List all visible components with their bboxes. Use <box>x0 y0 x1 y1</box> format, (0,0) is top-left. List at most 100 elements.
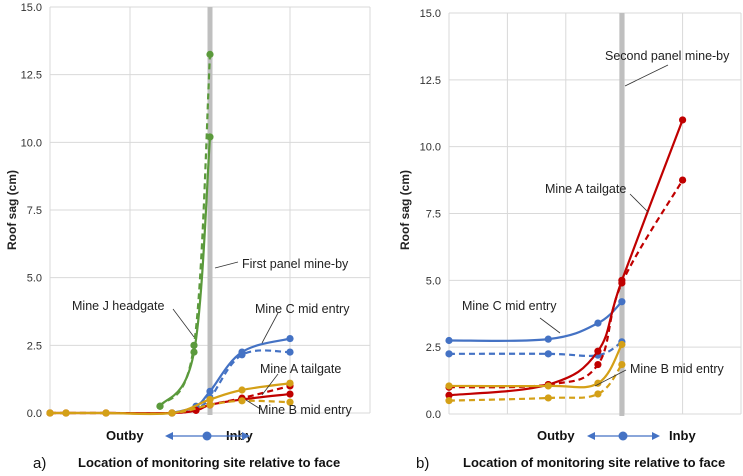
chart-a-outby-label: Outby <box>106 428 144 443</box>
chart-b-leader-line <box>629 193 649 213</box>
y-tick-label: 10.0 <box>21 137 42 149</box>
chart-b-annotation-second-panel: Second panel mine-by <box>605 49 730 63</box>
chart-b-inby-label: Inby <box>669 428 696 443</box>
data-point <box>618 298 626 306</box>
chart-a-annotation-mine-b: Mine B mid entry <box>258 403 353 417</box>
chart-a-leader-line <box>261 373 279 396</box>
data-point <box>286 348 294 356</box>
data-point <box>190 341 198 349</box>
y-tick-label: 15.0 <box>420 8 441 20</box>
y-tick-label: 12.5 <box>420 75 441 87</box>
y-tick-label: 0.0 <box>426 409 441 421</box>
data-point <box>544 382 552 390</box>
y-tick-label: 7.5 <box>426 209 441 221</box>
y-tick-label: 5.0 <box>27 273 42 285</box>
data-point <box>238 351 246 359</box>
series-line <box>159 136 212 407</box>
data-point <box>618 360 626 369</box>
series-mine-a-tailgate-solid <box>445 116 687 399</box>
y-tick-label: 10.0 <box>420 142 441 154</box>
chart-b-y-ticks: 0.0 2.5 5.0 7.5 10.0 12.5 15.0 <box>420 8 441 421</box>
data-point <box>544 394 552 402</box>
chart-b-panel-label: b) <box>416 455 429 472</box>
data-point <box>46 409 54 417</box>
chart-a-leader-line <box>261 312 279 344</box>
data-point <box>168 409 176 417</box>
chart-b-annotation-mine-b: Mine B mid entry <box>630 362 725 376</box>
chart-b-direction-arrow-icon <box>587 431 660 441</box>
data-point <box>206 133 214 141</box>
chart-a: 0.0 2.5 5.0 7.5 10.0 12.5 15.0 Roof sag (cm) F… <box>5 2 371 472</box>
chart-b-leader-line <box>624 64 669 87</box>
y-tick-label: 0.0 <box>27 408 42 420</box>
chart-b-y-axis-label: Roof sag (cm) <box>398 170 412 250</box>
chart-a-y-axis-label: Roof sag (cm) <box>5 170 19 250</box>
data-point <box>679 176 687 184</box>
chart-a-leader-line <box>214 261 239 269</box>
y-tick-label: 2.5 <box>27 340 42 352</box>
data-point <box>286 379 294 387</box>
chart-b-leader-line <box>594 369 627 387</box>
chart-a-y-ticks: 0.0 2.5 5.0 7.5 10.0 12.5 15.0 <box>21 2 42 420</box>
chart-a-leader-line <box>172 308 195 338</box>
y-tick-label: 15.0 <box>21 2 42 14</box>
data-point <box>156 402 164 410</box>
data-point <box>594 347 602 355</box>
series-mine-b-mid-entry-dashed <box>445 360 626 405</box>
chart-b-x-axis-title: Location of monitoring site relative to … <box>463 455 725 470</box>
series-mine-b-mid-entry-solid <box>445 340 626 390</box>
chart-a-leader-line <box>245 399 263 411</box>
chart-a-annotation-mine-j: Mine J headgate <box>72 299 164 313</box>
chart-b-series <box>445 116 687 405</box>
chart-a-annotation-mine-c: Mine C mid entry <box>255 302 350 316</box>
series-line <box>448 343 623 389</box>
data-point <box>286 334 294 343</box>
chart-b-outby-label: Outby <box>537 428 575 443</box>
data-point <box>445 350 453 358</box>
data-point <box>238 386 246 394</box>
data-point <box>544 335 552 343</box>
data-point <box>679 116 687 124</box>
data-point <box>206 401 214 409</box>
data-point <box>544 350 552 358</box>
data-point <box>445 391 453 399</box>
series-line <box>448 363 623 402</box>
data-point <box>618 340 626 349</box>
chart-a-annotation-first-panel: First panel mine-by <box>242 257 349 271</box>
chart-a-x-axis-title: Location of monitoring site relative to … <box>78 455 340 470</box>
data-point <box>102 409 110 417</box>
data-point <box>206 395 214 404</box>
y-tick-label: 2.5 <box>426 342 441 354</box>
series-line <box>448 119 684 397</box>
data-point <box>445 336 453 345</box>
y-tick-label: 5.0 <box>426 275 441 287</box>
series-line <box>448 340 623 358</box>
data-point <box>618 279 626 287</box>
data-point <box>594 390 602 398</box>
data-point <box>286 390 294 398</box>
data-point <box>594 319 602 327</box>
data-point <box>445 397 453 405</box>
chart-a-annotation-mine-a: Mine A tailgate <box>260 362 341 376</box>
y-tick-label: 7.5 <box>27 205 42 217</box>
chart-b-leader-line <box>539 317 561 334</box>
series-mine-b-mid-entry-dashed <box>46 397 294 417</box>
chart-a-direction-arrow-icon <box>165 431 250 441</box>
chart-a-panel-label: a) <box>33 455 46 472</box>
data-point <box>238 397 246 405</box>
chart-b: 0.0 2.5 5.0 7.5 10.0 12.5 15.0 Roof sag (cm) S… <box>398 8 742 472</box>
series-mine-j-headgate-dashed <box>156 50 214 410</box>
data-point <box>206 387 214 395</box>
data-point <box>62 409 70 417</box>
chart-a-series <box>46 50 294 417</box>
chart-b-grid <box>448 12 742 415</box>
data-point <box>445 382 453 390</box>
chart-b-annotation-mine-c: Mine C mid entry <box>462 299 557 313</box>
data-point <box>286 398 294 406</box>
y-tick-label: 12.5 <box>21 70 42 82</box>
data-point <box>206 50 214 58</box>
data-point <box>594 360 602 369</box>
chart-b-annotation-mine-a: Mine A tailgate <box>545 182 626 196</box>
series-line <box>159 54 212 407</box>
